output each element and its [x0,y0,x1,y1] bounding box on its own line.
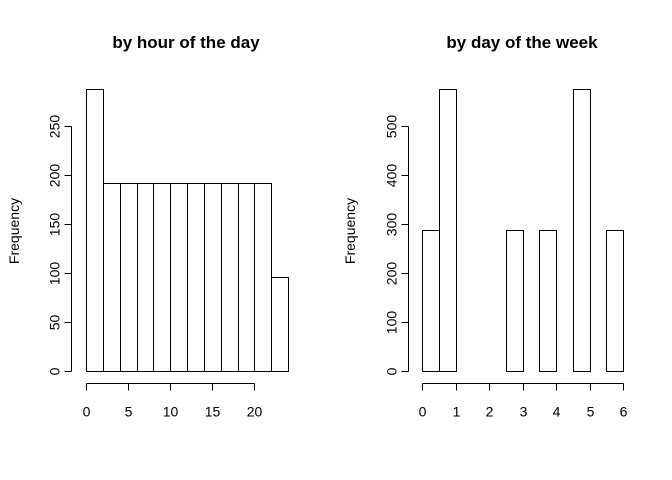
x-tick-label: 2 [486,404,494,420]
x-tick-label: 20 [247,404,263,420]
y-tick-label: 200 [47,164,63,188]
y-tick-label: 200 [384,262,400,286]
histogram-bar-5 [506,230,524,372]
histogram-bar-4 [153,183,171,372]
histogram-bar-8 [221,183,239,372]
histogram-bar-11 [606,230,624,372]
histogram-bar-3 [137,183,154,372]
histogram-bar-1 [439,89,457,372]
panel-by-day: by day of the week Frequency 0 100 200 300 4… [342,33,628,420]
histogram-bar-0 [422,230,440,372]
histogram-bar-0 [86,89,104,372]
x-tick-label: 5 [125,404,133,420]
x-tick-label: 15 [205,404,221,420]
y-tick-label: 250 [47,115,63,139]
y-tick-label: 400 [384,164,400,188]
x-tick-label: 0 [419,404,427,420]
y-axis-label: Frequency [6,198,22,264]
x-axis: 0 5 10 15 20 [83,383,263,420]
x-tick-label: 4 [553,404,561,420]
x-axis: 0 1 2 3 4 5 6 [419,383,628,420]
x-tick-label: 1 [453,404,461,420]
chart-title: by day of the week [446,33,598,52]
histogram-bar-2 [120,183,138,372]
histogram-bar-6 [187,183,205,372]
histogram-bar-9 [573,89,591,372]
histogram-bar-5 [170,183,188,372]
histogram-bar-7 [204,183,222,372]
y-tick-label: 0 [47,367,63,375]
histogram-bar-11 [271,277,289,372]
x-tick-label: 5 [587,404,595,420]
bars-group [86,89,289,372]
chart-title: by hour of the day [112,33,260,52]
bars-group [422,89,624,372]
y-tick-label: 100 [47,262,63,286]
y-axis-label: Frequency [342,198,358,264]
histogram-bar-10 [254,183,272,372]
x-tick-label: 0 [83,404,91,420]
y-tick-label: 50 [47,315,63,331]
x-tick-label: 6 [620,404,628,420]
y-tick-label: 500 [384,115,400,139]
histogram-bar-9 [238,183,255,372]
y-axis: 0 50 100 150 200 250 [47,115,72,375]
y-tick-label: 150 [47,213,63,237]
y-axis: 0 100 200 300 400 500 [384,115,409,375]
x-tick-label: 10 [163,404,179,420]
histogram-bar-1 [103,183,121,372]
y-tick-label: 300 [384,213,400,237]
panel-by-hour: by hour of the day Frequency 05010015020… [6,33,289,420]
x-tick-label: 3 [520,404,528,420]
y-tick-label: 100 [384,311,400,335]
y-tick-label: 0 [384,367,400,375]
histogram-bar-7 [539,230,557,372]
